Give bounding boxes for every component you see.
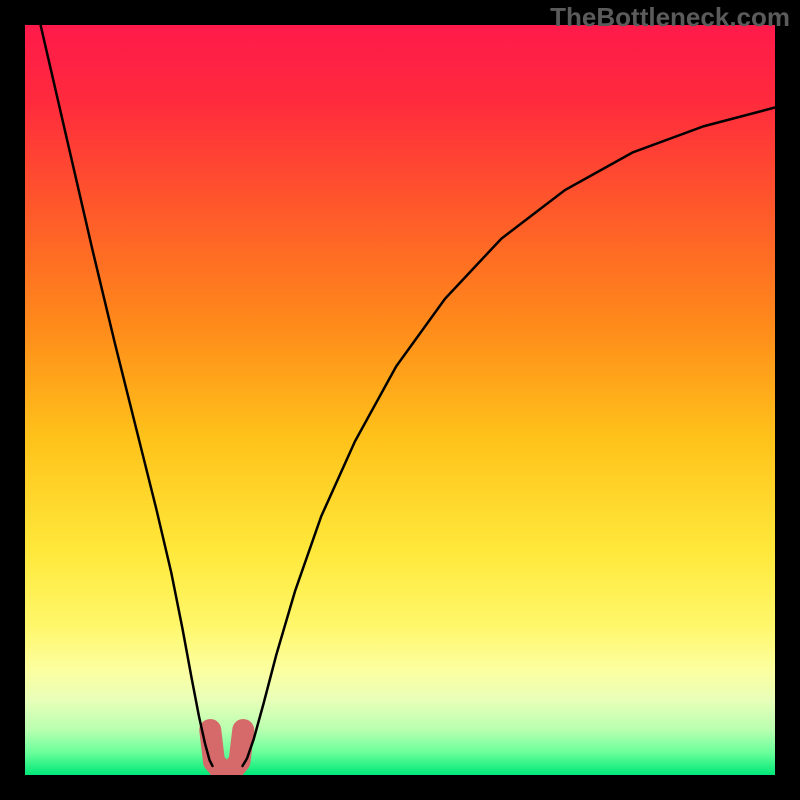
- watermark-text: TheBottleneck.com: [550, 2, 790, 33]
- curve-left: [25, 25, 213, 766]
- valley-marker: [210, 730, 243, 771]
- curve-right: [243, 108, 776, 767]
- plot-area: [25, 25, 775, 775]
- chart-frame: TheBottleneck.com: [0, 0, 800, 800]
- plot-svg: [25, 25, 775, 775]
